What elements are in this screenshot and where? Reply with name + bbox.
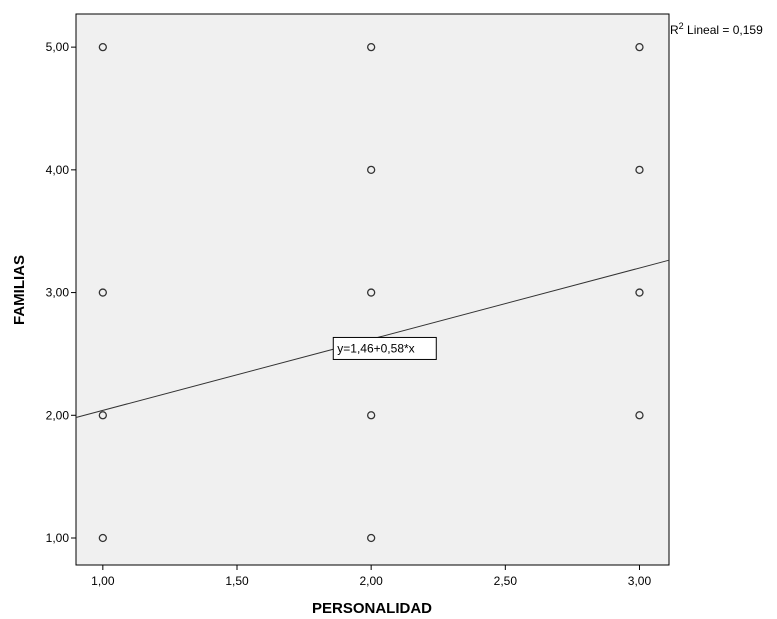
- r2-sup: 2: [679, 21, 684, 31]
- data-point: [98, 411, 107, 420]
- data-point: [367, 288, 376, 297]
- x-tick-label: 1,50: [225, 574, 249, 588]
- y-tick-label: 3,00: [46, 286, 70, 300]
- y-axis-title: FAMILIAS: [11, 255, 28, 325]
- y-tick-label: 5,00: [46, 40, 70, 54]
- data-point: [98, 533, 107, 543]
- data-point: [98, 288, 107, 297]
- data-point: [367, 533, 376, 543]
- x-axis-title: PERSONALIDAD: [312, 600, 432, 617]
- x-tick-label: 3,00: [628, 574, 652, 588]
- data-point: [635, 42, 644, 52]
- data-point: [367, 165, 376, 175]
- r2-prefix: R: [670, 23, 679, 37]
- equation-label: y=1,46+0,58*x: [337, 341, 414, 355]
- data-point: [635, 165, 644, 175]
- data-point: [98, 42, 107, 52]
- x-tick-label: 2,50: [494, 574, 518, 588]
- data-point: [635, 411, 644, 420]
- equation-box: [332, 336, 437, 360]
- data-point: [635, 288, 644, 297]
- y-tick-label: 2,00: [46, 408, 70, 422]
- data-point: [367, 42, 376, 52]
- r2-text: Lineal = 0,159: [684, 23, 763, 37]
- r2-label: R2 Lineal = 0,159: [670, 21, 763, 37]
- x-tick-label: 1,00: [91, 574, 115, 588]
- data-point: [367, 411, 376, 420]
- y-axis: 1,00 2,00 3,00 4,00 5,00: [46, 40, 76, 545]
- y-tick-label: 4,00: [46, 163, 70, 177]
- y-tick-label: 1,00: [46, 531, 70, 545]
- x-tick-label: 2,00: [359, 574, 383, 588]
- data-points: [98, 42, 644, 543]
- equation-annotation: y=1,46+0,58*x: [332, 336, 437, 360]
- x-axis: 1,00 1,50 2,00 2,50 3,00: [91, 565, 651, 588]
